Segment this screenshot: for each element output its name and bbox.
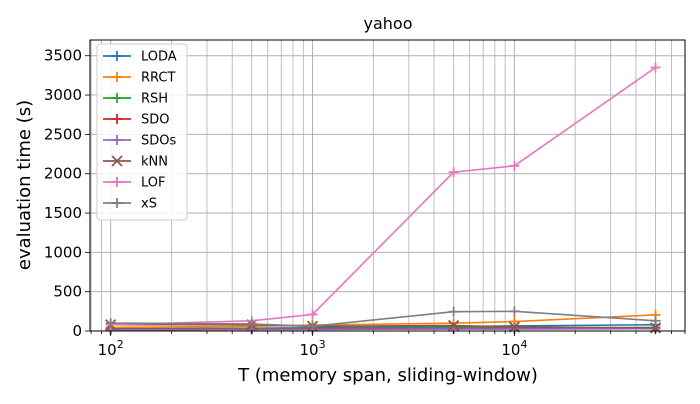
legend-item: xS <box>103 197 157 212</box>
legend-label: xS <box>141 197 157 212</box>
x-tick-label: 102 <box>98 338 124 359</box>
data-point <box>307 309 318 320</box>
y-tick-label: 0 <box>72 322 82 340</box>
chart-title: yahoo <box>364 14 413 33</box>
data-point <box>508 321 521 333</box>
data-point <box>246 318 257 329</box>
y-tick-label: 2000 <box>44 165 82 183</box>
series-xs <box>105 306 661 332</box>
data-point <box>112 198 122 208</box>
y-tick-label: 2500 <box>44 125 82 143</box>
y-tick-label: 3000 <box>44 86 82 104</box>
legend-item: LOF <box>103 176 166 191</box>
data-point <box>112 51 122 61</box>
data-point <box>509 306 520 317</box>
x-axis: 102 103 104 <box>90 331 686 359</box>
series-line <box>110 327 656 331</box>
series-line <box>110 323 656 329</box>
data-point <box>448 167 459 178</box>
y-axis: 0 500 1000 1500 2000 2500 3000 3500 <box>44 47 90 340</box>
legend-item: SDO <box>103 113 170 128</box>
data-point <box>112 93 122 103</box>
legend-item: LODA <box>103 50 177 65</box>
series-lof <box>105 62 661 330</box>
data-point <box>447 319 460 332</box>
data-point <box>112 72 122 82</box>
y-tick-label: 500 <box>53 283 82 301</box>
data-point <box>112 114 122 124</box>
legend-label: SDO <box>141 113 170 128</box>
data-point <box>509 160 520 171</box>
legend-label: LOF <box>141 176 166 191</box>
legend-item: SDOs <box>103 134 176 149</box>
data-point <box>105 318 116 329</box>
series-line <box>110 310 656 328</box>
y-tick-label: 3500 <box>44 47 82 65</box>
data-point <box>111 155 123 167</box>
legend-item: RSH <box>103 92 168 107</box>
data-point <box>448 306 459 317</box>
x-axis-label: T (memory span, sliding-window) <box>237 365 538 386</box>
legend-label: SDOs <box>141 134 176 149</box>
grid-lines <box>90 40 686 332</box>
y-tick-label: 1500 <box>44 204 82 222</box>
legend-label: RRCT <box>141 71 175 86</box>
x-tick-label: 103 <box>299 338 325 359</box>
series-line <box>110 314 656 329</box>
legend-box <box>96 43 188 221</box>
series-line <box>110 66 656 326</box>
legend: LODA RRCT RSH SDO SDOs kNN LOF xS <box>96 43 188 221</box>
data-point <box>112 135 122 145</box>
legend-label: RSH <box>141 92 168 107</box>
legend-item: RRCT <box>103 71 175 86</box>
x-tick-label: 104 <box>501 338 527 359</box>
y-axis-label: evaluation time (s) <box>14 100 35 270</box>
legend-label: LODA <box>141 50 177 65</box>
legend-label: kNN <box>141 155 168 170</box>
data-point <box>112 177 122 187</box>
plot-frame <box>89 39 686 332</box>
data-point <box>650 315 661 326</box>
data-point <box>650 62 661 73</box>
legend-item: kNN <box>103 155 168 170</box>
series-layer <box>105 62 662 335</box>
data-point <box>307 321 318 332</box>
y-tick-label: 1000 <box>44 243 82 261</box>
